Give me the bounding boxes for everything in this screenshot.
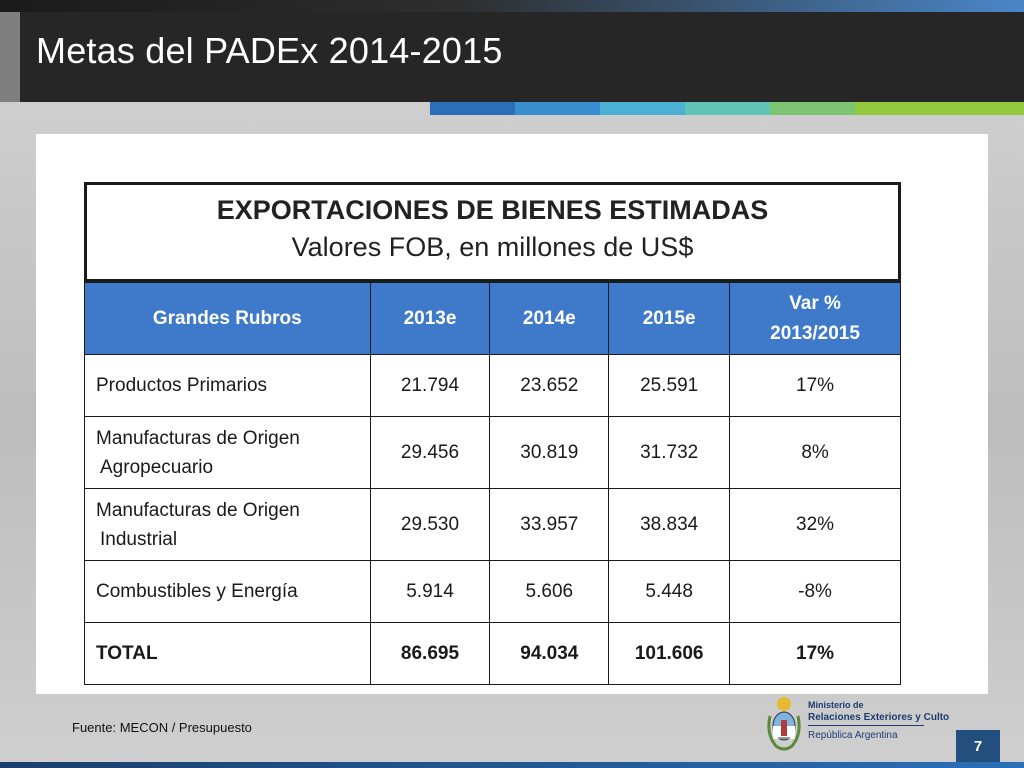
table-row-total: TOTAL 86.695 94.034 101.606 17% xyxy=(84,622,901,685)
exports-table: Grandes Rubros 2013e 2014e 2015e Var % 2… xyxy=(84,282,901,685)
table-header-row: Grandes Rubros 2013e 2014e 2015e Var % 2… xyxy=(84,282,901,355)
accent-bar-segment xyxy=(685,102,770,115)
cell-var: 32% xyxy=(729,488,901,561)
ministry-logo: Ministerio de Relaciones Exteriores y Cu… xyxy=(764,694,949,754)
row-label: Manufacturas de Origen Agropecuario xyxy=(84,416,371,489)
row-label: Manufacturas de Origen Industrial xyxy=(84,488,371,561)
header-var-pct: Var % 2013/2015 xyxy=(729,282,901,355)
cell-2013e: 86.695 xyxy=(369,622,491,685)
slide-number: 7 xyxy=(956,730,1000,764)
table-subtitle: Valores FOB, en millones de US$ xyxy=(291,232,694,262)
cell-2015e: 38.834 xyxy=(608,488,731,561)
table-title-box: EXPORTACIONES DE BIENES ESTIMADAS Valore… xyxy=(84,182,901,282)
cell-var: 17% xyxy=(729,354,901,417)
cell-var: 17% xyxy=(729,622,901,685)
title-header-band xyxy=(20,12,1024,102)
table-row: Combustibles y Energía 5.914 5.606 5.448… xyxy=(84,560,901,623)
cell-2014e: 33.957 xyxy=(489,488,610,561)
row-label-line2: Industrial xyxy=(100,528,178,550)
header-2013e: 2013e xyxy=(369,282,491,355)
cell-2015e: 5.448 xyxy=(608,560,731,623)
source-note: Fuente: MECON / Presupuesto xyxy=(72,720,252,735)
cell-2015e: 101.606 xyxy=(608,622,731,685)
cell-var: -8% xyxy=(729,560,901,623)
table-title: EXPORTACIONES DE BIENES ESTIMADAS xyxy=(216,195,769,225)
header-left-band xyxy=(0,12,20,102)
accent-bar-segment xyxy=(600,102,685,115)
row-label-line1: Combustibles y Energía xyxy=(96,581,298,602)
row-label-line1: Manufacturas de Origen xyxy=(96,499,300,521)
row-label: Combustibles y Energía xyxy=(84,560,371,623)
bottom-bar xyxy=(0,762,1024,768)
table-row: Productos Primarios 21.794 23.652 25.591… xyxy=(84,354,901,417)
table-row: Manufacturas de Origen Industrial 29.530… xyxy=(84,488,901,561)
cell-2015e: 31.732 xyxy=(608,416,731,489)
row-label: TOTAL xyxy=(84,622,371,685)
accent-bar-segment xyxy=(515,102,600,115)
cell-2013e: 29.456 xyxy=(369,416,491,489)
header-2014e: 2014e xyxy=(489,282,610,355)
header-2015e: 2015e xyxy=(608,282,731,355)
ministry-line3: República Argentina xyxy=(808,730,898,741)
top-strip xyxy=(0,0,1024,12)
cell-2013e: 21.794 xyxy=(369,354,491,417)
cell-2014e: 94.034 xyxy=(489,622,610,685)
cell-2014e: 30.819 xyxy=(489,416,610,489)
row-label-line1: Productos Primarios xyxy=(96,375,268,396)
row-label-line1: Manufacturas de Origen xyxy=(96,427,300,449)
accent-bar-segment xyxy=(855,102,1024,115)
cell-var: 8% xyxy=(729,416,901,489)
row-label: Productos Primarios xyxy=(84,354,371,417)
slide-title: Metas del PADEx 2014-2015 xyxy=(36,30,503,71)
ministry-line1: Ministerio de xyxy=(808,700,864,710)
cell-2015e: 25.591 xyxy=(608,354,731,417)
header-grandes-rubros: Grandes Rubros xyxy=(84,282,371,355)
cell-2013e: 5.914 xyxy=(369,560,491,623)
row-label-line2: Agropecuario xyxy=(100,456,214,478)
coat-of-arms-icon xyxy=(767,697,801,751)
cell-2014e: 5.606 xyxy=(489,560,610,623)
cell-2014e: 23.652 xyxy=(489,354,610,417)
logo-divider xyxy=(808,725,924,726)
cell-2013e: 29.530 xyxy=(369,488,491,561)
accent-bar-segment xyxy=(430,102,515,115)
header-var-pct-label: Var % 2013/2015 xyxy=(770,292,860,344)
accent-bar-segment xyxy=(770,102,855,115)
ministry-line2: Relaciones Exteriores y Culto xyxy=(808,712,950,723)
row-label-line1: TOTAL xyxy=(96,643,158,664)
table-row: Manufacturas de Origen Agropecuario 29.4… xyxy=(84,416,901,489)
